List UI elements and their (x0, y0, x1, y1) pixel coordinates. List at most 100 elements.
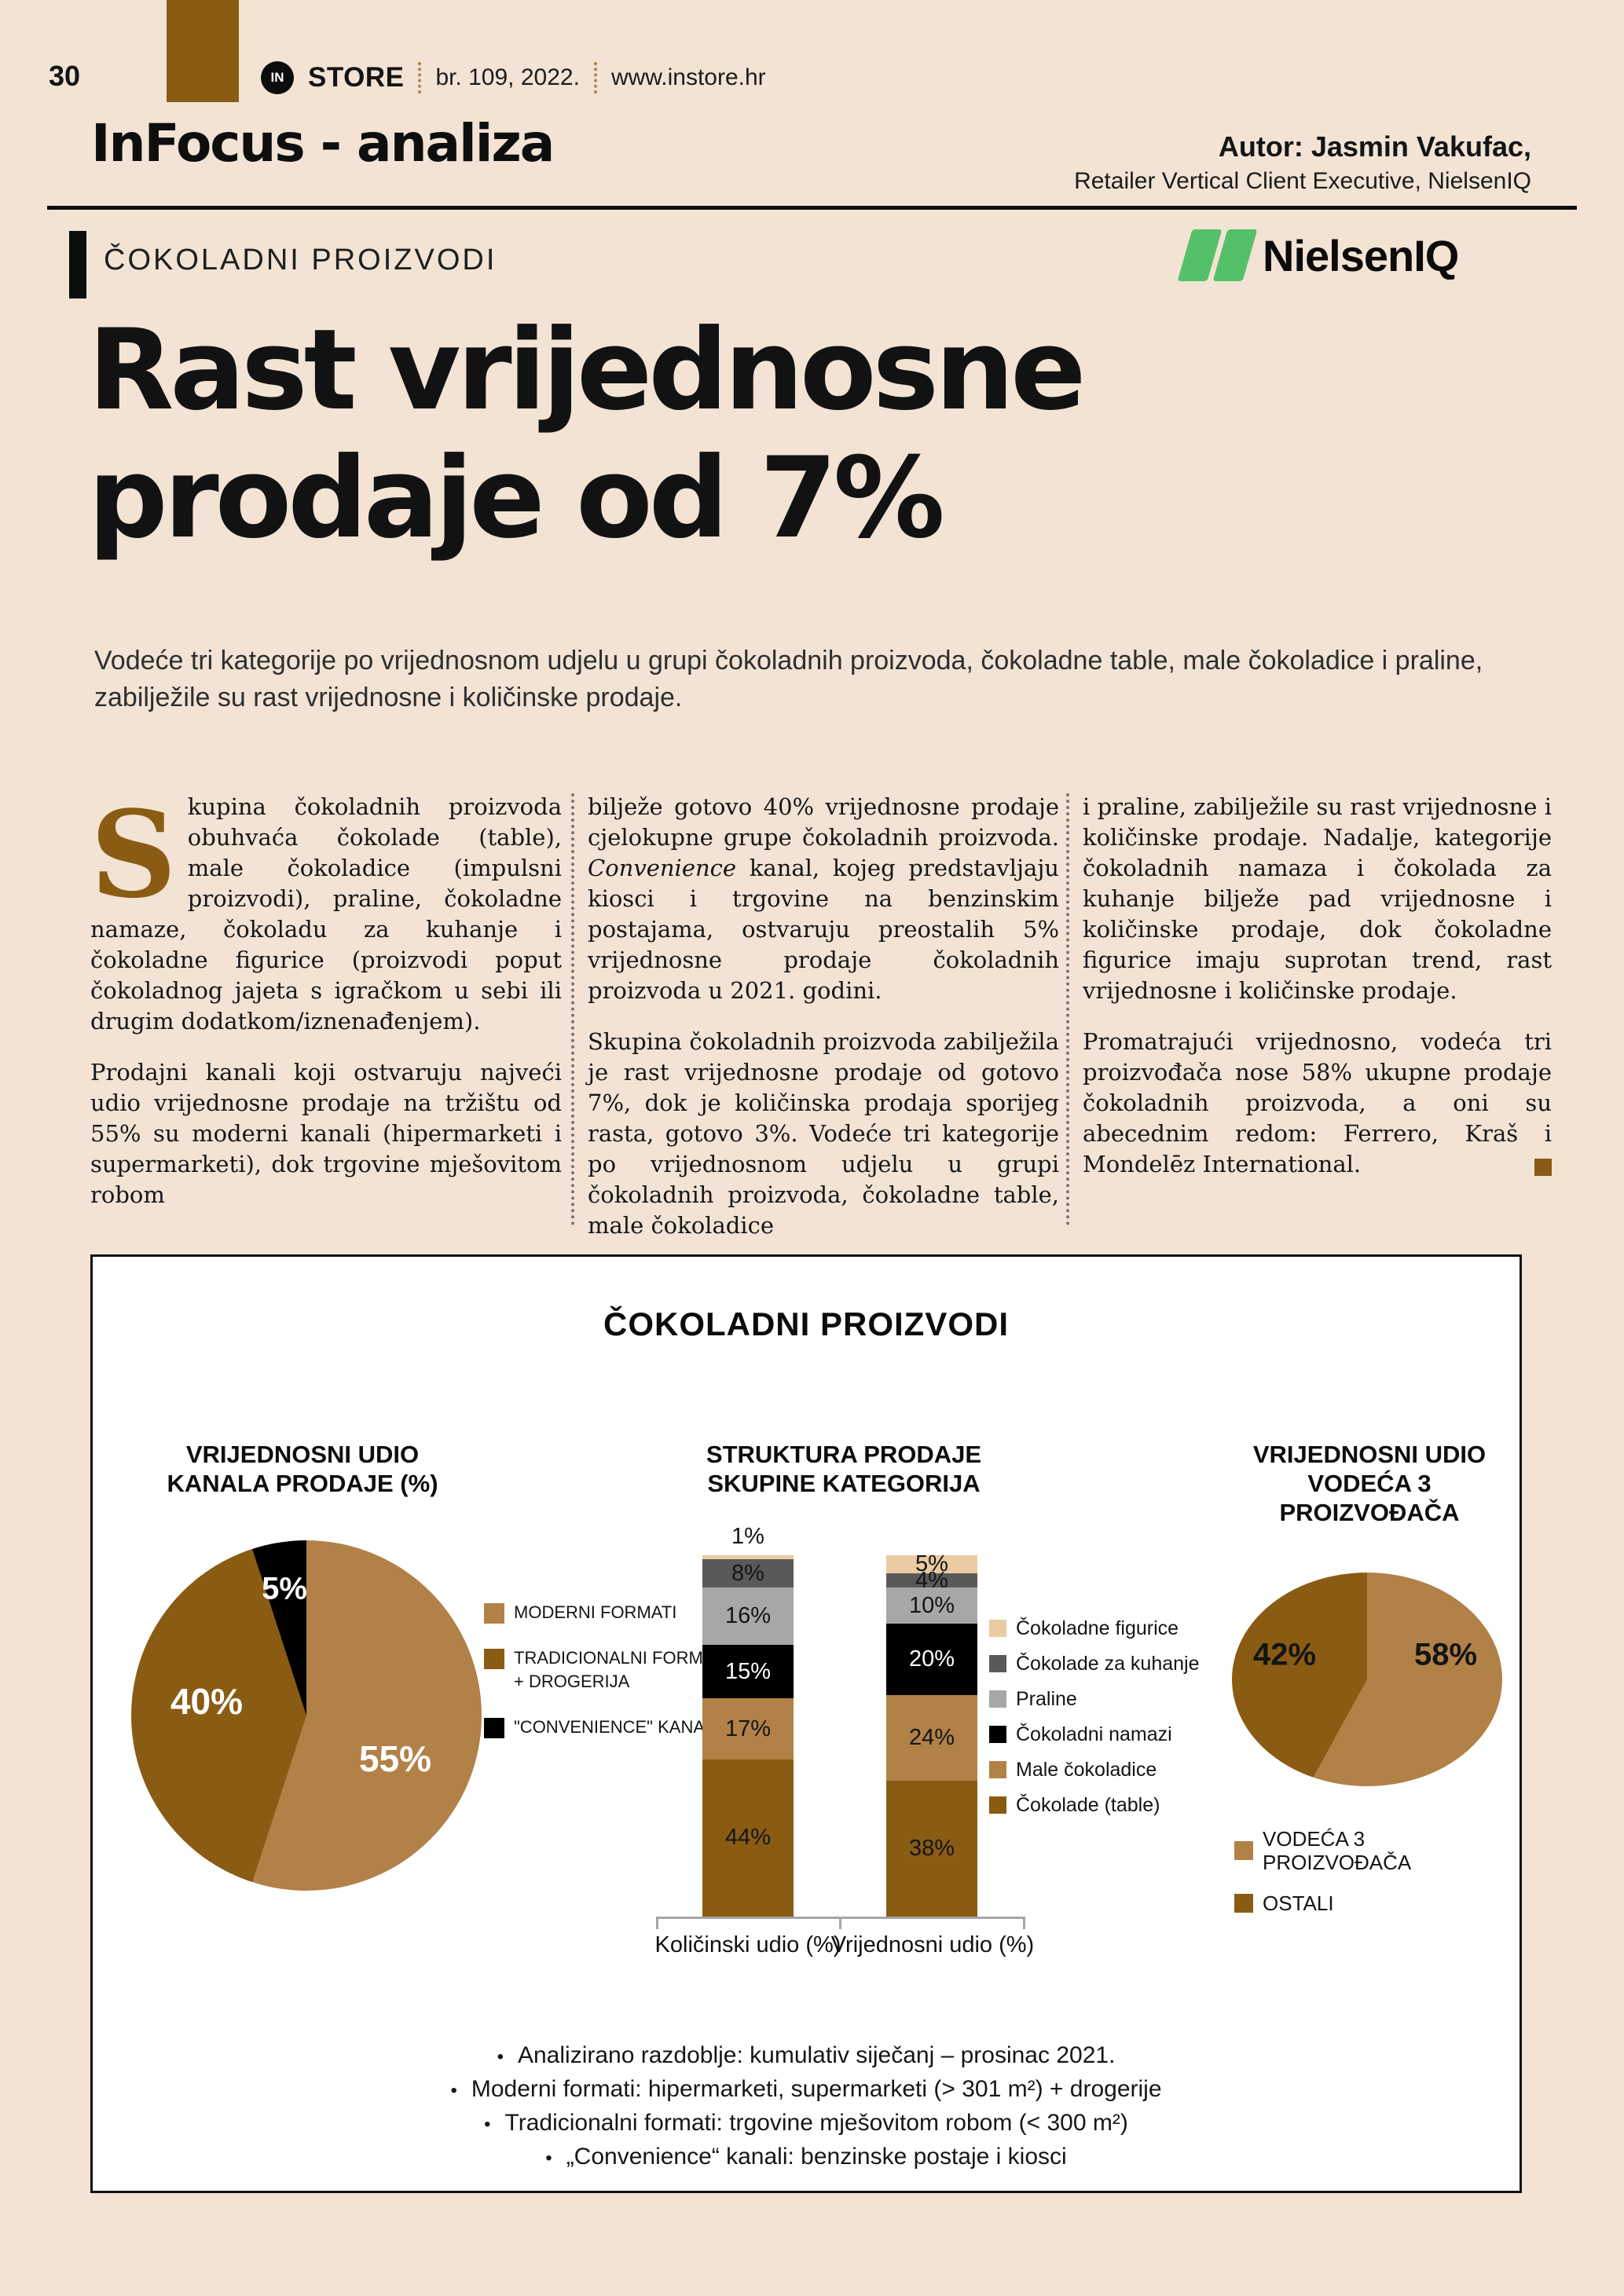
website-url: www.instore.hr (610, 64, 766, 90)
bar-segment: 17% (702, 1698, 794, 1760)
bar-segment: 10% (886, 1587, 977, 1624)
nielseniq-wordmark: NielsenIQ (1263, 230, 1459, 280)
legend-swatch (989, 1796, 1006, 1814)
bar-segment-label: 24% (908, 1725, 955, 1751)
chart-title-channels: VRIJEDNOSNI UDIO KANALA PRODAJE (%) (167, 1441, 438, 1497)
legend-label: "CONVENIENCE" KANALI (514, 1717, 720, 1737)
legend-swatch (484, 1718, 504, 1738)
legend-label: MODERNI FORMATI (514, 1602, 677, 1622)
footnote-text: Analizirano razdoblje: kumulativ siječan… (517, 2042, 1116, 2068)
body-column-3: i praline, zabilježile su rast vrijednos… (1083, 792, 1552, 1200)
legend-label: Čokolade za kuhanje (1016, 1653, 1200, 1675)
legend-top3: VODEĆA 3 PROIZVOĐAČA OSTALI (1234, 1827, 1517, 1915)
category-kicker: ČOKOLADNI PROIZVODI (104, 244, 497, 276)
x-axis (656, 1917, 1025, 1930)
legend-item: Čokoladni namazi (989, 1723, 1248, 1746)
footnote-text: „Convenience“ kanali: benzinske postaje … (566, 2144, 1067, 2170)
section-title: InFocus - analiza (91, 113, 555, 174)
legend-label: Praline (1016, 1688, 1077, 1710)
footnote: • Tradicionalni formati: trgovine mješovi… (484, 2110, 1128, 2138)
issue-number: br. 109, 2022. (435, 64, 580, 90)
article-headline: Rast vrijednosne prodaje od 7% (88, 306, 1086, 564)
panel-title: ČOKOLADNI PROIZVODI (603, 1305, 1009, 1342)
chart-title-top3: VRIJEDNOSNI UDIO VODEĆA 3 PROIZVOĐAČA (1252, 1441, 1487, 1526)
legend-label: VODEĆA 3 PROIZVOĐAČA (1263, 1827, 1412, 1874)
dotted-divider (418, 62, 422, 93)
paragraph: Skupina čokoladnih proizvoda zabilježila… (588, 1028, 1059, 1239)
paragraph-text: Promatrajući vrijednosno, vodeća tri pro… (1083, 1028, 1552, 1177)
legend-item: Male čokoladice (989, 1758, 1248, 1782)
x-axis-category: Količinski udio (%) (654, 1932, 841, 1957)
footnote: • Analizirano razdoblje: kumulativ siječa… (497, 2042, 1116, 2071)
paragraph: Prodajni kanali koji ostvaruju najveći u… (90, 1059, 562, 1208)
author-name: Autor: Jasmin Vakufac, (1218, 130, 1531, 163)
bar-segment-label: 17% (724, 1716, 772, 1741)
legend-label: Čokoladne figurice (1016, 1617, 1179, 1639)
bullet-icon: • (450, 2080, 457, 2101)
bar-segment: 5% (886, 1553, 977, 1576)
bar-segment-label: 1% (731, 1524, 764, 1550)
legend-swatch (1234, 1894, 1253, 1913)
legend-item: "CONVENIENCE" KANALI (484, 1716, 735, 1739)
chart-title-structure: STRUKTURA PRODAJE SKUPINE KATEGORIJA (706, 1441, 982, 1497)
bar-segment-label: 38% (908, 1836, 955, 1862)
bar-segment: 1% (702, 1525, 794, 1560)
legend-item: Čokolade za kuhanje (989, 1652, 1248, 1675)
legend-item: MODERNI FORMATI (484, 1601, 735, 1624)
legend-swatch (1234, 1841, 1253, 1860)
masthead-brown-block (167, 0, 239, 102)
bar-segment: 20% (886, 1623, 977, 1695)
axis-tick (656, 1919, 658, 1929)
legend-categories: Čokoladne figurice Čokolade za kuhanje P… (989, 1617, 1248, 1817)
bullet-icon: • (545, 2148, 552, 2169)
masthead: IN STORE br. 109, 2022. www.instore.hr (261, 61, 766, 94)
stacked-bar-vrijednosni: 5% 4% 10% 20% 24% 38% (886, 1553, 977, 1917)
axis-tick (1023, 1919, 1025, 1929)
charts-panel: ČOKOLADNI PROIZVODI VRIJEDNOSNI UDIO KAN… (90, 1254, 1522, 2193)
bar-segment: 4% (886, 1569, 977, 1591)
legend-item: Praline (989, 1687, 1248, 1711)
legend-item: OSTALI (1234, 1891, 1517, 1915)
legend-swatch (989, 1655, 1006, 1672)
paragraph: Promatrajući vrijednosno, vodeća tri pro… (1083, 1027, 1552, 1180)
bar-segment: 38% (886, 1781, 977, 1917)
bar-segment-label: 20% (908, 1646, 955, 1672)
page-number: 30 (49, 60, 81, 92)
legend-swatch (989, 1726, 1006, 1743)
bar-segment-label: 10% (908, 1592, 955, 1618)
legend-channels: MODERNI FORMATI TRADICIONALNI FORMATI + … (484, 1601, 735, 1739)
legend-label: Čokolade (table) (1016, 1794, 1160, 1816)
article-end-mark (1534, 1159, 1552, 1176)
pie-slice-label: 40% (170, 1681, 244, 1722)
bar-segment-label: 16% (724, 1603, 772, 1629)
article-lead: Vodeće tri kategorije po vrijednosnom ud… (94, 646, 1483, 712)
bar-segment-label: 8% (731, 1560, 764, 1586)
bar-segment: 8% (702, 1559, 794, 1588)
legend-item: TRADICIONALNI FORMATI + DROGERIJA (484, 1646, 735, 1694)
legend-swatch (484, 1603, 504, 1624)
pie-chart-top3: 42% 58% (1232, 1573, 1502, 1786)
legend-swatch (484, 1649, 504, 1669)
instore-in-logo-icon: IN (261, 61, 294, 94)
axis-tick (839, 1919, 841, 1929)
column-divider (1066, 793, 1069, 1225)
nielseniq-logo-icon (1177, 229, 1258, 281)
paragraph-text: kanal, kojeg predstavljaju kiosci i trgo… (588, 855, 1059, 1004)
pie-slice-label: 5% (262, 1571, 307, 1606)
pie-slice-label: 58% (1413, 1637, 1478, 1672)
author-block: Autor: Jasmin Vakufac, Retailer Vertical… (1074, 130, 1531, 195)
bar-segment-label: 44% (724, 1825, 772, 1851)
bar-segment: 44% (702, 1759, 794, 1917)
bar-segment: 16% (702, 1587, 794, 1646)
paragraph-text: bilježe gotovo 40% vrijednosne prodaje c… (588, 793, 1059, 851)
pie-slice-label: 55% (358, 1738, 432, 1779)
instore-wordmark: STORE (308, 62, 405, 93)
legend-swatch (989, 1690, 1006, 1708)
footnote-text: Moderni formati: hipermarketi, supermark… (471, 2076, 1162, 2102)
footnote-text: Tradicionalni formati: trgovine mješovit… (504, 2110, 1128, 2136)
stacked-bar-kolicinski: 1% 8% 16% 15% 17% 44% (702, 1525, 794, 1917)
paragraph: bilježe gotovo 40% vrijednosne prodaje c… (588, 792, 1059, 1006)
pie-chart-channels: 5% 40% 55% (131, 1540, 482, 1891)
